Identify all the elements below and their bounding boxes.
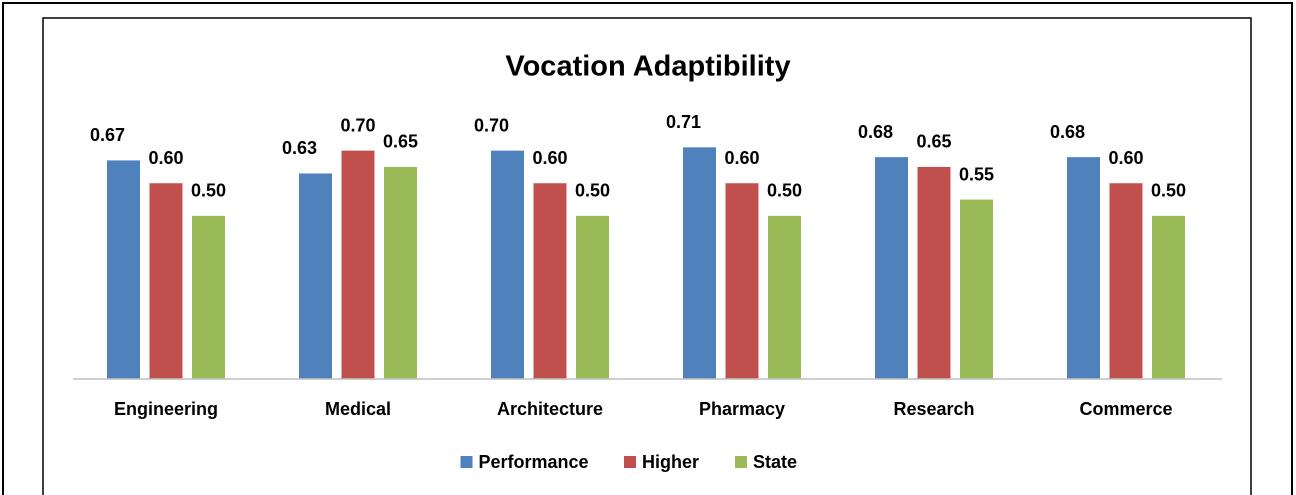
bar — [107, 160, 140, 379]
data-label: 0.63 — [282, 138, 317, 158]
bar — [149, 183, 183, 379]
data-label: 0.68 — [858, 122, 893, 142]
bar — [1067, 157, 1100, 379]
bar — [576, 215, 609, 379]
data-label: 0.50 — [767, 181, 802, 201]
data-label: 0.70 — [474, 115, 509, 135]
chart-title: Vocation Adaptibility — [505, 51, 790, 83]
data-label: 0.60 — [724, 148, 759, 168]
legend-label: Higher — [642, 452, 699, 472]
bar — [768, 215, 801, 379]
x-tick-label: Research — [893, 399, 974, 419]
bar — [725, 183, 759, 379]
data-label: 0.60 — [148, 148, 183, 168]
data-label: 0.65 — [383, 132, 418, 152]
x-tick-label: Commerce — [1079, 399, 1172, 419]
legend-swatch — [735, 456, 747, 468]
bar — [1109, 183, 1143, 379]
data-label: 0.70 — [340, 115, 375, 135]
legend-swatch — [624, 456, 636, 468]
data-label: 0.65 — [916, 132, 951, 152]
x-tick-label: Medical — [325, 399, 391, 419]
bar — [683, 147, 716, 379]
bar — [192, 215, 225, 379]
bar — [491, 150, 524, 379]
data-label: 0.67 — [90, 125, 125, 145]
data-label: 0.50 — [1151, 181, 1186, 201]
bar — [533, 183, 567, 379]
legend-swatch — [460, 456, 473, 468]
legend-label: State — [753, 452, 797, 472]
data-label: 0.60 — [1108, 148, 1143, 168]
data-label: 0.68 — [1050, 122, 1085, 142]
bar — [917, 166, 951, 379]
bar — [299, 173, 332, 379]
data-label: 0.50 — [575, 181, 610, 201]
data-label: 0.60 — [532, 148, 567, 168]
bar — [960, 199, 993, 379]
x-tick-label: Architecture — [497, 399, 603, 419]
legend-label: Performance — [479, 452, 589, 472]
bar — [384, 166, 417, 379]
data-label: 0.55 — [959, 164, 994, 184]
data-label: 0.71 — [666, 112, 701, 132]
x-tick-label: Engineering — [114, 399, 218, 419]
chart-frame — [42, 17, 1252, 495]
x-tick-label: Pharmacy — [699, 399, 785, 419]
data-label: 0.50 — [191, 181, 226, 201]
bar — [341, 150, 375, 379]
bar — [875, 157, 908, 379]
bar — [1152, 215, 1185, 379]
